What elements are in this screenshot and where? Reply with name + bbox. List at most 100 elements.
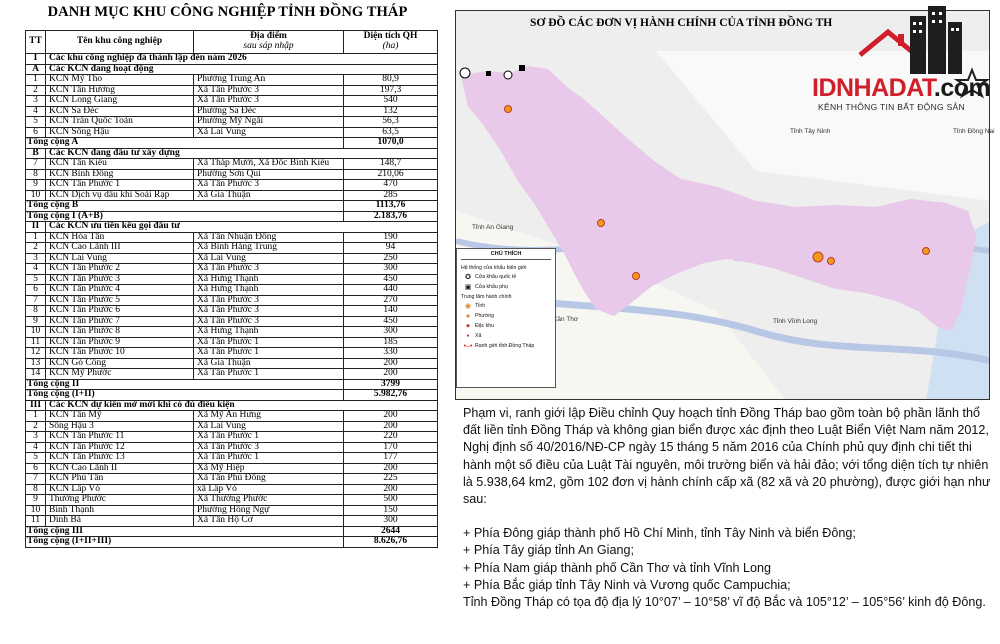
building-windows bbox=[913, 12, 959, 33]
map-label-tay-ninh: Tỉnh Tây Ninh bbox=[790, 128, 831, 135]
table-row: 2 KCN Tân Hương Xã Tân Phước 3 197,3 bbox=[25, 84, 438, 96]
cell-name: Tổng cộng I (A+B) bbox=[25, 210, 344, 222]
cell-area: 1113,76 bbox=[343, 200, 438, 212]
boundary-north: + Phía Bắc giáp tỉnh Tây Ninh và Vương q… bbox=[463, 577, 791, 592]
table-header-row: TT Tên khu công nghiệp Địa điểm sau sáp n… bbox=[25, 30, 438, 54]
cell-name: Tổng cộng A bbox=[25, 137, 344, 149]
cell-tt: 3 bbox=[25, 431, 46, 443]
cell-tt: 6 bbox=[25, 462, 46, 474]
cell-tt: 3 bbox=[25, 95, 46, 107]
table-row: 10 KCN Dịch vụ dầu khí Soài Rạp Xã Gia Thu… bbox=[25, 189, 438, 201]
table-body: I Các khu công nghiệp đã thành lập đến nă… bbox=[25, 53, 438, 548]
chimney-icon bbox=[898, 34, 904, 46]
cell-name: KCN Tân Hương bbox=[45, 84, 194, 96]
cell-area: 200 bbox=[343, 410, 438, 422]
cell-tt: 1 bbox=[25, 410, 46, 422]
cell-name: Tổng cộng (I+II) bbox=[25, 389, 344, 401]
cell-tt: I bbox=[25, 53, 46, 65]
table-row: 9 KCN Tân Phước 7 Xã Tân Phước 3 450 bbox=[25, 315, 438, 327]
total-row: Tổng cộng (I+II) 5.982,76 bbox=[25, 389, 438, 401]
cell-area: 132 bbox=[343, 105, 438, 117]
total-row: Tổng cộng A 1070,0 bbox=[25, 137, 438, 149]
cell-tt: 11 bbox=[25, 515, 46, 527]
cell-tt: 8 bbox=[25, 168, 46, 180]
legend-row-sub-gate: ▣ Cửa khẩu phụ bbox=[461, 282, 551, 292]
section-row: II Các KCN ưu tiên kêu gọi đầu tư bbox=[25, 221, 438, 233]
header-location: Địa điểm sau sáp nhập bbox=[193, 30, 344, 54]
table-row: 1 KCN Tân Mỹ Xã Mỹ An Hưng 200 bbox=[25, 410, 438, 422]
cell-tt: 2 bbox=[25, 84, 46, 96]
cell-tt: 6 bbox=[25, 284, 46, 296]
cell-name: KCN Tân Phước 12 bbox=[45, 441, 194, 453]
ward-marker bbox=[504, 105, 512, 113]
table-row: 5 KCN Trần Quốc Toản Phường Mỹ Ngãi 56,3 bbox=[25, 116, 438, 128]
total-row: Tổng cộng II 3799 bbox=[25, 378, 438, 390]
cell-area: 3799 bbox=[343, 378, 438, 390]
cell-name: KCN Sa Đéc bbox=[45, 105, 194, 117]
cell-location: Xã Tân Phước 1 bbox=[193, 431, 344, 443]
cell-name: Các KCN đang hoạt động bbox=[45, 63, 438, 75]
map-label-dong-nai: Tỉnh Đồng Nai bbox=[953, 128, 995, 135]
cell-tt: 2 bbox=[25, 420, 46, 432]
header-location-line2: sau sáp nhập bbox=[243, 41, 294, 51]
total-row: Tổng cộng (I+II+III) 8.626,76 bbox=[25, 536, 438, 548]
cell-area: 330 bbox=[343, 347, 438, 359]
cell-tt: 4 bbox=[25, 263, 46, 275]
cell-tt: 1 bbox=[25, 74, 46, 86]
cell-tt: 12 bbox=[25, 347, 46, 359]
cell-area: 225 bbox=[343, 473, 438, 485]
legend-intl-gate-label: Cửa khẩu quốc tế bbox=[475, 274, 517, 280]
cell-name: Các khu công nghiệp đã thành lập đến năm… bbox=[45, 53, 438, 65]
cell-area: 300 bbox=[343, 515, 438, 527]
cell-location: Xã Tân Hộ Cơ bbox=[193, 515, 344, 527]
cell-name: KCN Lấp Vò bbox=[45, 483, 194, 495]
cell-area: 140 bbox=[343, 305, 438, 317]
cell-location: Phường Mỹ Ngãi bbox=[193, 116, 344, 128]
map-label-vinh-long: Tỉnh Vĩnh Long bbox=[773, 318, 818, 325]
cell-name: KCN Tân Phước 2 bbox=[45, 263, 194, 275]
cell-area: 170 bbox=[343, 441, 438, 453]
cell-name: Tổng cộng B bbox=[25, 200, 344, 212]
cell-area: 210,06 bbox=[343, 168, 438, 180]
cell-name: KCN Hòa Tân bbox=[45, 231, 194, 243]
section-row: I Các khu công nghiệp đã thành lập đến nă… bbox=[25, 53, 438, 65]
cell-name: Các KCN ưu tiên kêu gọi đầu tư bbox=[45, 221, 438, 233]
map-label-an-giang: Tỉnh An Giang bbox=[472, 224, 514, 231]
cell-area: 450 bbox=[343, 273, 438, 285]
ward-marker bbox=[922, 247, 930, 255]
table-row: 6 KCN Cao Lãnh II Xã Mỹ Hiệp 200 bbox=[25, 462, 438, 474]
table-row: 2 KCN Cao Lãnh III Xã Bình Hàng Trung 94 bbox=[25, 242, 438, 254]
cell-area: 440 bbox=[343, 284, 438, 296]
table-row: 6 KCN Sông Hậu Xã Lai Vung 63,5 bbox=[25, 126, 438, 138]
cell-tt: 9 bbox=[25, 315, 46, 327]
cell-name: Thường Phước bbox=[45, 494, 194, 506]
table-row: 4 KCN Sa Đéc Phường Sa Đéc 132 bbox=[25, 105, 438, 117]
cell-area: 63,5 bbox=[343, 126, 438, 138]
cell-tt: 5 bbox=[25, 273, 46, 285]
header-location-line1: Địa điểm bbox=[250, 31, 287, 42]
table-row: 12 KCN Tân Phước 10 Xã Tân Phước 1 330 bbox=[25, 347, 438, 359]
cell-location: Xã Tân Phước 3 bbox=[193, 84, 344, 96]
cell-name: KCN Long Giang bbox=[45, 95, 194, 107]
cell-area: 220 bbox=[343, 431, 438, 443]
cell-area: 190 bbox=[343, 231, 438, 243]
cell-area: 1070,0 bbox=[343, 137, 438, 149]
cell-name: KCN Tân Kiều bbox=[45, 158, 194, 170]
cell-location: Xã Tân Phước 3 bbox=[193, 305, 344, 317]
cell-name: Dinh Bà bbox=[45, 515, 194, 527]
cell-name: KCN Tân Phước 5 bbox=[45, 294, 194, 306]
cell-location: Phường Sa Đéc bbox=[193, 105, 344, 117]
boundary-east: + Phía Đông giáp thành phố Hồ Chí Minh, … bbox=[463, 526, 856, 541]
cell-location: Xã Tân Phú Đông bbox=[193, 473, 344, 485]
table-row: 10 Bình Thạnh Phường Hồng Ngự 150 bbox=[25, 504, 438, 516]
cell-location: Xã Mỹ Hiệp bbox=[193, 462, 344, 474]
document-title: DANH MỤC KHU CÔNG NGHIỆP TỈNH ĐỒNG THÁP bbox=[47, 4, 408, 20]
total-row: Tổng cộng B 1113,76 bbox=[25, 200, 438, 212]
cell-name: Các KCN dự kiến mở mới khi có đủ điều ki… bbox=[45, 399, 438, 411]
cell-location: Xã Lai Vung bbox=[193, 420, 344, 432]
cell-tt: 10 bbox=[25, 504, 46, 516]
house-roof-icon bbox=[858, 28, 918, 57]
total-row: Tổng cộng III 2644 bbox=[25, 525, 438, 537]
cell-location: Xã Hưng Thạnh bbox=[193, 284, 344, 296]
cell-name: KCN Tân Phước 4 bbox=[45, 284, 194, 296]
